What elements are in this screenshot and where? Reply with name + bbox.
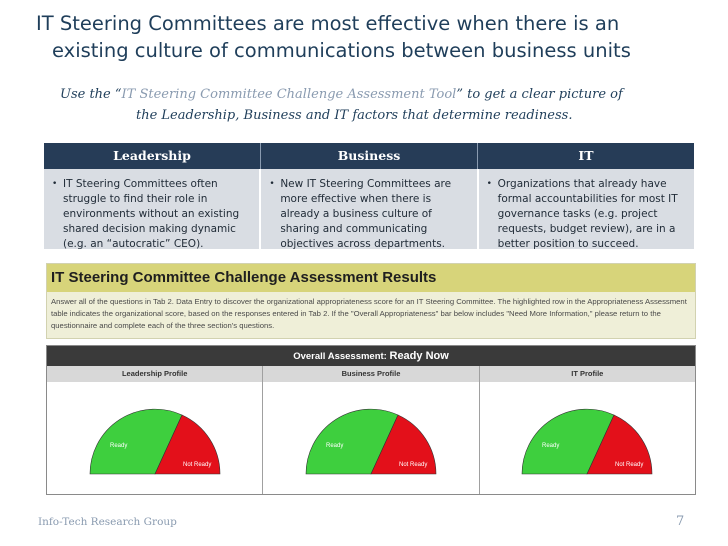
profile-cell-it: Ready Not Ready: [478, 382, 695, 494]
factors-body-row: • IT Steering Committees often struggle …: [44, 169, 694, 250]
factor-cell-leadership: • IT Steering Committees often struggle …: [44, 169, 259, 250]
overall-assessment-value: Ready Now: [389, 350, 449, 362]
slide-subtitle: Use the “IT Steering Committee Challenge…: [60, 84, 700, 126]
results-title: IT Steering Committee Challenge Assessme…: [47, 264, 695, 292]
bullet-icon: •: [486, 179, 492, 189]
gauge-not-ready-segment: [370, 414, 437, 475]
gauge-not-ready-segment: [586, 414, 653, 475]
overall-assessment-label: Overall Assessment:: [293, 351, 387, 362]
gauge-not-ready-label: Not Ready: [183, 462, 211, 468]
profile-cell-business: Ready Not Ready: [262, 382, 478, 494]
slide-title-line2: existing culture of communications betwe…: [52, 39, 631, 62]
page-number: 7: [676, 514, 685, 529]
factors-header-row: Leadership Business IT: [44, 143, 694, 169]
factor-header-leadership: Leadership: [113, 148, 191, 163]
bullet-icon: •: [269, 179, 275, 189]
subtitle-suffix: ” to get a clear picture of: [456, 87, 623, 102]
profile-header-leadership: Leadership Profile: [121, 369, 188, 378]
factor-header-business: Business: [260, 143, 477, 169]
results-instructions: Answer all of the questions in Tab 2. Da…: [51, 297, 687, 330]
gauge-ready-label: Ready: [542, 443, 559, 449]
factor-text-leadership: IT Steering Committees often struggle to…: [63, 178, 240, 250]
tool-name: IT Steering Committee Challenge Assessme…: [121, 87, 457, 102]
gauge-ready-label: Ready: [326, 443, 343, 449]
profile-gauges-row: Ready Not Ready Ready Not Ready Ready No…: [47, 382, 695, 494]
factor-cell-business: • New IT Steering Committees are more ef…: [259, 169, 476, 250]
gauge-not-ready-segment: [154, 414, 220, 475]
subtitle-prefix: Use the “: [60, 87, 122, 102]
slide-title-line1: IT Steering Committees are most effectiv…: [36, 12, 620, 35]
profile-cell-leadership: Ready Not Ready: [47, 382, 262, 494]
profile-header-business: Business Profile: [262, 366, 478, 382]
profile-header-it: IT Profile: [478, 366, 695, 382]
gauge-not-ready-label: Not Ready: [399, 462, 427, 468]
factor-header-it: IT: [477, 143, 694, 169]
gauge-ready-segment: [89, 408, 183, 475]
gauge-ready-segment: [305, 408, 399, 475]
factor-cell-it: • Organizations that already have formal…: [476, 169, 694, 250]
profile-header-row: Leadership Profile Business Profile IT P…: [47, 366, 695, 382]
factor-text-it: Organizations that already have formal a…: [497, 178, 678, 250]
gauge-not-ready-label: Not Ready: [615, 462, 643, 468]
factors-table: Leadership Business IT • IT Steering Com…: [44, 143, 694, 250]
slide-title: IT Steering Committees are most effectiv…: [36, 10, 726, 64]
overall-assessment-header: Overall Assessment: Ready Now: [47, 346, 695, 366]
subtitle-line2: the Leadership, Business and IT factors …: [136, 108, 573, 123]
bullet-icon: •: [52, 179, 58, 189]
factor-text-business: New IT Steering Committees are more effe…: [280, 178, 452, 250]
results-panel: IT Steering Committee Challenge Assessme…: [46, 263, 696, 339]
readiness-gauge-leadership: Ready Not Ready: [89, 408, 220, 475]
gauge-ready-label: Ready: [110, 443, 127, 449]
readiness-gauge-it: Ready Not Ready: [522, 408, 653, 475]
overall-assessment-panel: Overall Assessment: Ready Now Leadership…: [46, 345, 696, 495]
readiness-gauge-business: Ready Not Ready: [305, 408, 437, 475]
gauge-ready-segment: [522, 408, 615, 475]
footer-org: Info-Tech Research Group: [38, 516, 177, 528]
